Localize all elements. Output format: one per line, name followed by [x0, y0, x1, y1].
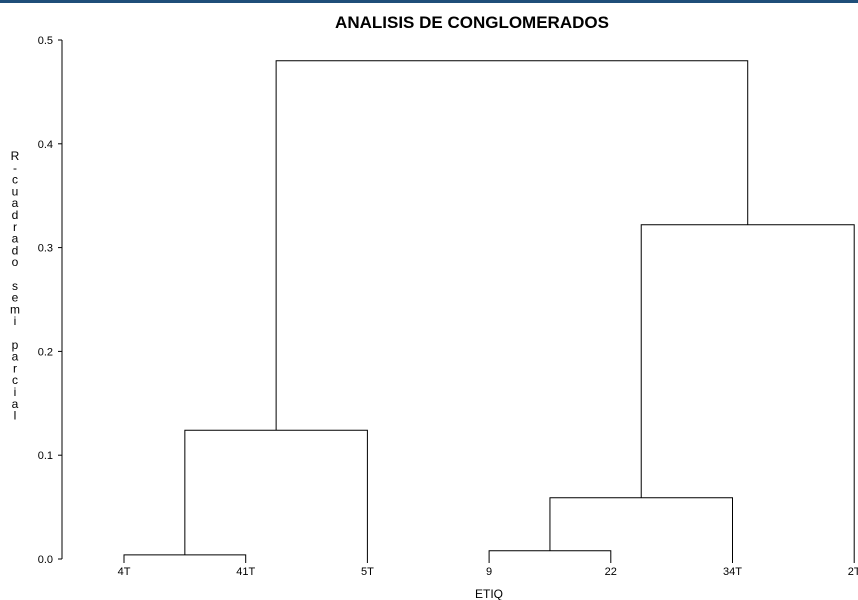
- y-tick-label: 0.1: [38, 450, 53, 462]
- y-label-char: d: [12, 243, 19, 257]
- y-label-char: a: [12, 196, 19, 210]
- dendrogram-link: [275, 60, 749, 431]
- y-tick-label: 0.0: [38, 554, 53, 566]
- x-axis-leaf-labels: 4T 41T 5T 9 22 34T 2T: [118, 559, 858, 578]
- y-tick-label: 0.3: [38, 243, 53, 255]
- dendrogram-links: [123, 60, 855, 559]
- y-label-char: c: [12, 173, 18, 187]
- window-top-border: [0, 0, 858, 3]
- chart-title: ANALISIS DE CONGLOMERADOS: [335, 13, 609, 32]
- y-label-char: p: [12, 338, 19, 352]
- y-label-char: m: [10, 302, 20, 316]
- dendrogram-link: [640, 224, 855, 559]
- y-label-char: o: [12, 255, 19, 269]
- leaf-label: 22: [605, 566, 617, 578]
- dendrogram-link: [488, 550, 612, 559]
- y-label-char: a: [12, 350, 19, 364]
- y-axis-ticks: 0.0 0.1 0.2 0.3 0.4 0.5: [38, 35, 62, 566]
- leaf-label: 9: [486, 566, 492, 578]
- leaf-label: 4T: [118, 566, 131, 578]
- y-tick-label: 0.5: [38, 35, 53, 47]
- y-label-char: c: [12, 373, 18, 387]
- y-label-char: i: [14, 385, 17, 399]
- y-label-char: r: [13, 361, 17, 375]
- y-label-char: d: [12, 208, 19, 222]
- y-label-char: a: [12, 397, 19, 411]
- y-label-char: R: [11, 149, 20, 163]
- dendrogram-link: [123, 554, 247, 559]
- y-tick-label: 0.4: [38, 139, 53, 151]
- leaf-label: 34T: [723, 566, 742, 578]
- y-label-char: u: [12, 184, 19, 198]
- leaf-label: 41T: [236, 566, 255, 578]
- dendrogram-link: [549, 497, 733, 559]
- x-axis-label: ETIQ: [475, 587, 503, 600]
- y-label-char: a: [12, 232, 19, 246]
- y-label-char: l: [14, 409, 17, 423]
- leaf-label: 5T: [361, 566, 374, 578]
- y-label-char: i: [14, 314, 17, 328]
- dendrogram-link: [184, 429, 368, 559]
- y-label-char: s: [12, 279, 18, 293]
- leaf-label: 2T: [848, 566, 858, 578]
- y-label-char: -: [13, 161, 17, 175]
- y-tick-label: 0.2: [38, 346, 53, 358]
- y-label-char: e: [12, 291, 19, 305]
- y-label-char: r: [13, 220, 17, 234]
